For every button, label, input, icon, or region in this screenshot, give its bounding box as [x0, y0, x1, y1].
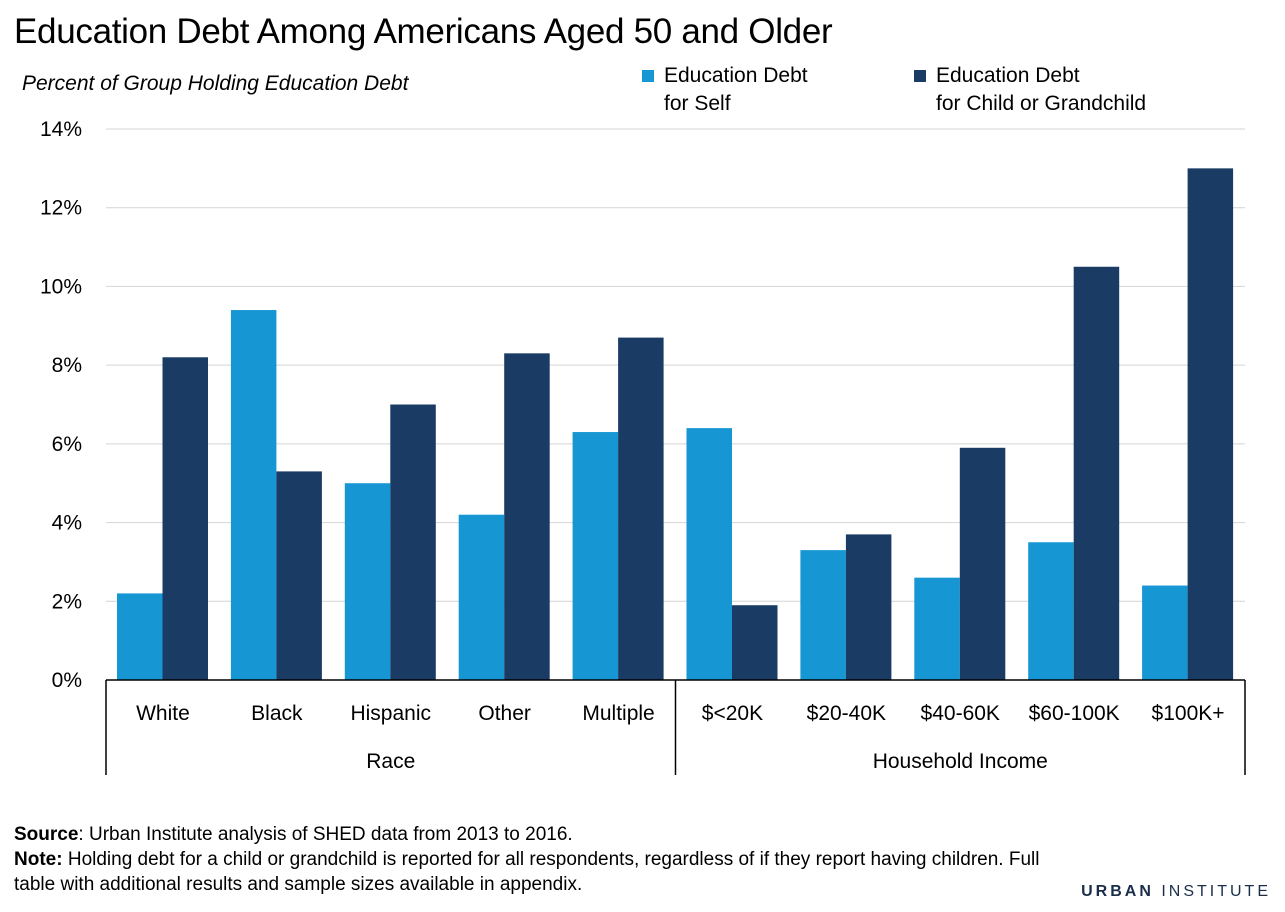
y-tick-label: 6% [52, 433, 82, 456]
bar-child [959, 447, 1006, 680]
bar-self [230, 310, 277, 680]
x-tick-label: Black [251, 702, 303, 725]
x-tick-label: Multiple [582, 702, 654, 725]
x-tick-label: $20-40K [807, 702, 886, 725]
legend-label-child: Education Debt for Child or Grandchild [936, 64, 1147, 115]
y-axis-label: Percent of Group Holding Education Debt [22, 72, 409, 95]
bar-self [1142, 585, 1188, 680]
y-tick-label: 14% [40, 118, 82, 141]
note-line: Note: Holding debt for a child or grandc… [14, 847, 1064, 897]
legend-label-self: Education Debt for Self [664, 64, 808, 115]
x-tick-label: Other [478, 702, 531, 725]
bar-child [276, 471, 322, 680]
x-tick-label: $100K+ [1152, 702, 1225, 725]
bar-child [618, 337, 664, 680]
group-label: Race [366, 750, 415, 773]
y-tick-label: 12% [40, 197, 82, 220]
bar-child [504, 353, 550, 680]
bar-self [686, 428, 732, 680]
legend-swatch-self [642, 70, 654, 82]
y-tick-label: 10% [40, 275, 82, 298]
bar-self [117, 593, 163, 680]
source-label: Source [14, 824, 79, 845]
note-label: Note: [14, 849, 63, 870]
group-label: Household Income [873, 750, 1048, 773]
bar-self [344, 483, 391, 680]
bar-self [800, 550, 846, 680]
x-tick-label: $60-100K [1029, 702, 1120, 725]
bar-child [845, 534, 892, 680]
bar-child [390, 404, 436, 680]
bar-self [1028, 542, 1074, 680]
x-tick-label: $40-60K [921, 702, 1000, 725]
x-tick-label: White [136, 702, 190, 725]
source-text: : Urban Institute analysis of SHED data … [78, 824, 573, 845]
y-tick-label: 4% [52, 512, 82, 535]
source-line: Source: Urban Institute analysis of SHED… [14, 822, 1064, 847]
bar-self [572, 432, 619, 680]
y-tick-label: 8% [52, 354, 82, 377]
urban-institute-logo: URBAN INSTITUTE [1081, 883, 1271, 901]
bar-child [162, 357, 208, 680]
bar-self [914, 577, 960, 680]
y-tick-label: 2% [52, 590, 82, 613]
chart-title: Education Debt Among Americans Aged 50 a… [14, 12, 833, 51]
note-text: Holding debt for a child or grandchild i… [14, 849, 1040, 895]
y-tick-label: 0% [52, 669, 82, 692]
bar-child [1073, 266, 1120, 680]
footer: Source: Urban Institute analysis of SHED… [14, 822, 1064, 897]
logo-part2: INSTITUTE [1161, 883, 1271, 900]
legend-swatch-child [914, 70, 926, 82]
bar-child [1187, 168, 1234, 680]
bar-child [732, 605, 778, 680]
bar-self [458, 514, 505, 680]
x-tick-label: Hispanic [350, 702, 431, 725]
x-tick-label: $<20K [702, 702, 763, 725]
logo-part1: URBAN [1081, 883, 1154, 900]
